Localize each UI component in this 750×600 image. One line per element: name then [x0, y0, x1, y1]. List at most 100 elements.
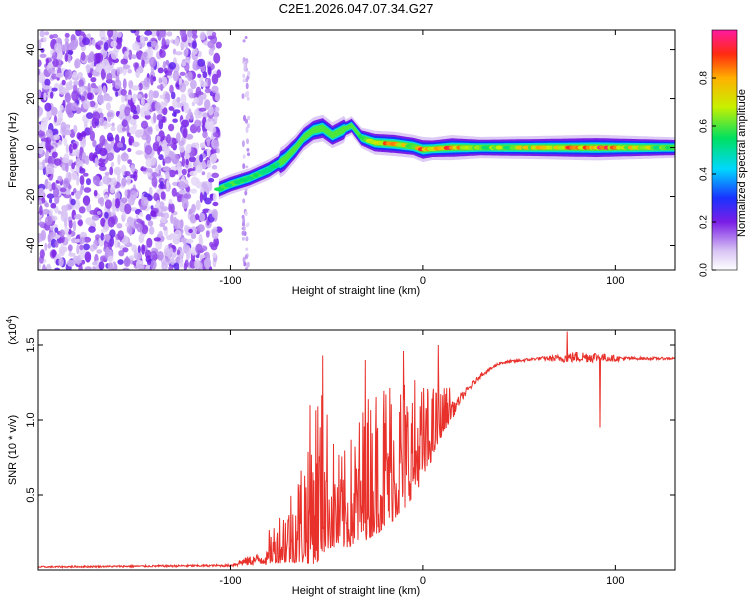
noise-blob: [62, 177, 70, 188]
noise-blob: [79, 151, 83, 161]
noise-blob: [106, 112, 114, 118]
noise-blob: [118, 250, 125, 257]
noise-blob: [244, 36, 248, 39]
noise-blob: [211, 85, 219, 94]
noise-blob: [139, 212, 144, 217]
noise-blob: [38, 261, 41, 270]
noise-blob: [157, 251, 164, 261]
noise-blob: [63, 129, 72, 136]
noise-blob: [137, 245, 141, 254]
noise-blob: [215, 41, 222, 49]
noise-blob: [246, 123, 250, 129]
noise-blob: [245, 58, 248, 62]
noise-blob: [130, 164, 136, 173]
noise-blob: [212, 252, 217, 258]
noise-blob: [121, 119, 128, 128]
noise-blob: [91, 214, 100, 221]
y-tick-label: 40: [25, 43, 37, 55]
noise-blob: [83, 172, 89, 177]
noise-blob: [143, 102, 151, 112]
noise-blob: [38, 199, 43, 206]
noise-blob: [164, 156, 172, 164]
noise-blob: [186, 71, 193, 82]
noise-blob: [78, 79, 84, 88]
colorbar-ticks: 0.0 0.2 0.4 0.6 0.8: [699, 71, 716, 277]
noise-blob: [179, 30, 187, 38]
noise-blob: [89, 100, 96, 108]
noise-blob: [45, 150, 49, 160]
noise-blob: [124, 170, 131, 177]
noise-blob: [181, 61, 187, 67]
noise-blob: [86, 63, 91, 74]
noise-blob: [80, 31, 85, 37]
noise-blob: [103, 234, 111, 241]
noise-blob: [131, 85, 140, 91]
noise-blob: [54, 240, 59, 248]
noise-blob: [38, 233, 42, 244]
noise-blob: [181, 156, 185, 167]
noise-blob: [185, 158, 189, 166]
noise-blob: [212, 193, 217, 202]
noise-blob: [56, 37, 62, 44]
noise-blob: [52, 128, 59, 136]
noise-blob: [140, 97, 145, 106]
noise-blob: [96, 210, 102, 215]
noise-blob: [153, 237, 161, 242]
noise-blob: [171, 137, 176, 144]
noise-blob: [127, 159, 132, 165]
noise-blob: [100, 217, 106, 227]
noise-blob: [247, 115, 251, 121]
noise-blob: [206, 172, 212, 180]
ridge-peak: [224, 183, 233, 188]
noise-blob: [100, 232, 105, 241]
noise-blob: [241, 237, 245, 241]
noise-blob: [82, 37, 90, 46]
noise-blob: [93, 239, 98, 250]
noise-blob: [38, 72, 45, 84]
noise-blob: [165, 170, 170, 181]
noise-blob: [115, 91, 119, 97]
noise-blob: [168, 62, 177, 70]
noise-blob: [97, 40, 104, 46]
noise-blob: [212, 31, 217, 38]
noise-blob: [42, 36, 47, 43]
noise-blob: [122, 247, 129, 253]
noise-blob: [127, 147, 132, 153]
noise-blob: [183, 262, 188, 270]
noise-blob: [136, 218, 143, 223]
noise-blob: [44, 102, 52, 112]
noise-blob: [153, 112, 157, 124]
noise-blob: [195, 109, 199, 120]
noise-blob: [214, 116, 218, 122]
noise-blob: [124, 50, 130, 56]
x-tick-label: -100: [219, 275, 241, 287]
noise-blob: [38, 89, 41, 99]
noise-blob: [178, 140, 185, 146]
noise-blob: [93, 53, 101, 63]
noise-blob: [92, 111, 101, 122]
noise-blob: [117, 172, 121, 184]
noise-blob: [48, 67, 55, 75]
noise-blob: [163, 146, 171, 153]
noise-blob: [151, 176, 158, 188]
noise-blob: [54, 158, 62, 166]
noise-blob: [174, 229, 182, 240]
noise-blob: [58, 246, 65, 257]
spectrogram-ylabel: Frequency (Hz): [7, 112, 19, 188]
noise-blob: [128, 195, 135, 206]
noise-blob: [179, 71, 186, 76]
noise-blob: [201, 92, 207, 100]
noise-blob: [147, 220, 154, 227]
noise-blob: [210, 243, 218, 251]
noise-blob: [211, 228, 216, 234]
noise-blob: [199, 154, 204, 163]
noise-blob: [183, 102, 190, 114]
noise-blob: [174, 219, 182, 231]
noise-blob: [71, 191, 75, 196]
noise-blob: [136, 223, 143, 233]
noise-blob: [208, 178, 215, 183]
noise-blob: [73, 80, 79, 86]
noise-blob: [42, 266, 47, 270]
noise-blob: [129, 225, 133, 236]
noise-blob: [169, 84, 174, 94]
